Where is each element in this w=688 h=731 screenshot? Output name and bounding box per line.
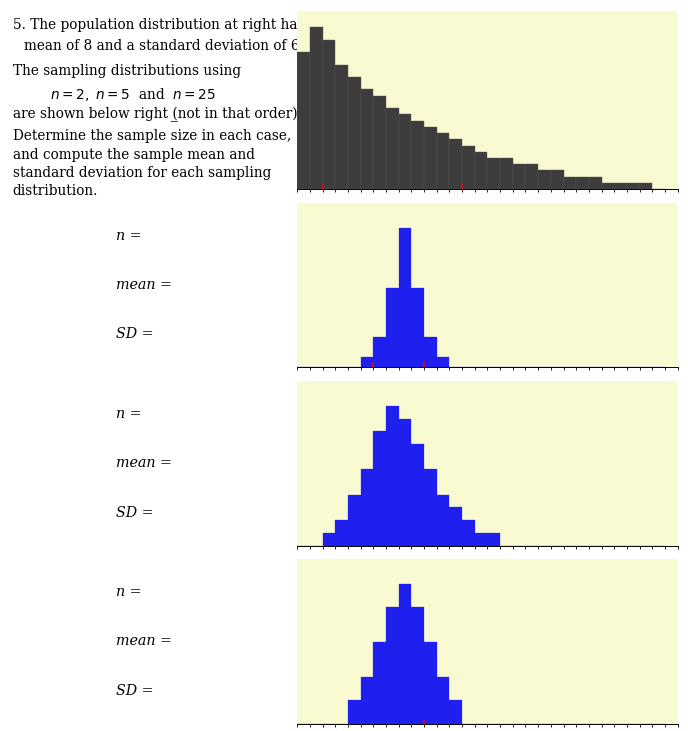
Bar [411, 287, 424, 367]
Bar [398, 114, 411, 189]
Bar [526, 164, 538, 189]
Bar [449, 507, 462, 545]
Bar [361, 677, 374, 724]
Bar [627, 183, 640, 189]
Bar [462, 145, 475, 189]
Bar [361, 89, 374, 189]
Bar [475, 533, 488, 545]
Text: SD =: SD = [116, 506, 153, 520]
Bar [335, 64, 348, 189]
Text: standard deviation for each sampling: standard deviation for each sampling [12, 166, 271, 180]
Bar [589, 177, 601, 189]
Bar [386, 287, 398, 367]
Bar [449, 700, 462, 724]
Bar [424, 643, 437, 724]
Bar [437, 677, 449, 724]
Bar [538, 170, 551, 189]
Bar [323, 533, 335, 545]
Text: SD =: SD = [116, 683, 153, 698]
Bar [374, 643, 386, 724]
Bar [449, 140, 462, 189]
Bar [640, 183, 652, 189]
Bar [398, 228, 411, 367]
Bar [398, 419, 411, 545]
Bar [297, 52, 310, 189]
Text: mean =: mean = [116, 635, 172, 648]
Bar [437, 357, 449, 367]
Text: are shown below right (̲not in that order).: are shown below right (̲not in that orde… [12, 107, 301, 123]
Bar [398, 584, 411, 724]
Text: 5. The population distribution at right has a: 5. The population distribution at right … [12, 18, 316, 32]
Bar [424, 338, 437, 367]
Bar [424, 469, 437, 545]
Bar [310, 27, 323, 189]
Text: mean =: mean = [116, 278, 172, 292]
Bar [488, 533, 500, 545]
Bar [563, 177, 577, 189]
Bar [551, 170, 563, 189]
Bar [386, 607, 398, 724]
Text: The sampling distributions using: The sampling distributions using [12, 64, 241, 78]
Bar [386, 406, 398, 545]
Text: mean of 8 and a standard deviation of 6.: mean of 8 and a standard deviation of 6. [24, 39, 304, 53]
Bar [424, 127, 437, 189]
Bar [577, 177, 589, 189]
Bar [323, 39, 335, 189]
Text: $n = 2,\ n = 5$  and  $n = 25$: $n = 2,\ n = 5$ and $n = 25$ [50, 86, 216, 103]
Bar [437, 133, 449, 189]
Text: n =: n = [116, 406, 142, 421]
Text: mean =: mean = [116, 456, 172, 470]
Bar [411, 607, 424, 724]
Bar [335, 520, 348, 545]
Bar [348, 77, 361, 189]
Bar [374, 338, 386, 367]
Bar [411, 121, 424, 189]
Text: n =: n = [116, 585, 142, 599]
Bar [348, 700, 361, 724]
Bar [437, 495, 449, 545]
Text: SD =: SD = [116, 327, 153, 341]
Text: and compute the sample mean and: and compute the sample mean and [12, 148, 255, 162]
Text: distribution.: distribution. [12, 183, 98, 198]
Bar [348, 495, 361, 545]
Bar [513, 164, 526, 189]
Bar [475, 152, 488, 189]
Bar [361, 357, 374, 367]
Bar [462, 520, 475, 545]
Bar [386, 108, 398, 189]
Bar [601, 183, 614, 189]
Bar [361, 469, 374, 545]
Bar [374, 431, 386, 545]
Bar [488, 158, 500, 189]
Bar [614, 183, 627, 189]
Text: n =: n = [116, 229, 142, 243]
Bar [374, 96, 386, 189]
Bar [411, 444, 424, 545]
Bar [500, 158, 513, 189]
Text: Determine the sample size in each case,: Determine the sample size in each case, [12, 129, 291, 143]
